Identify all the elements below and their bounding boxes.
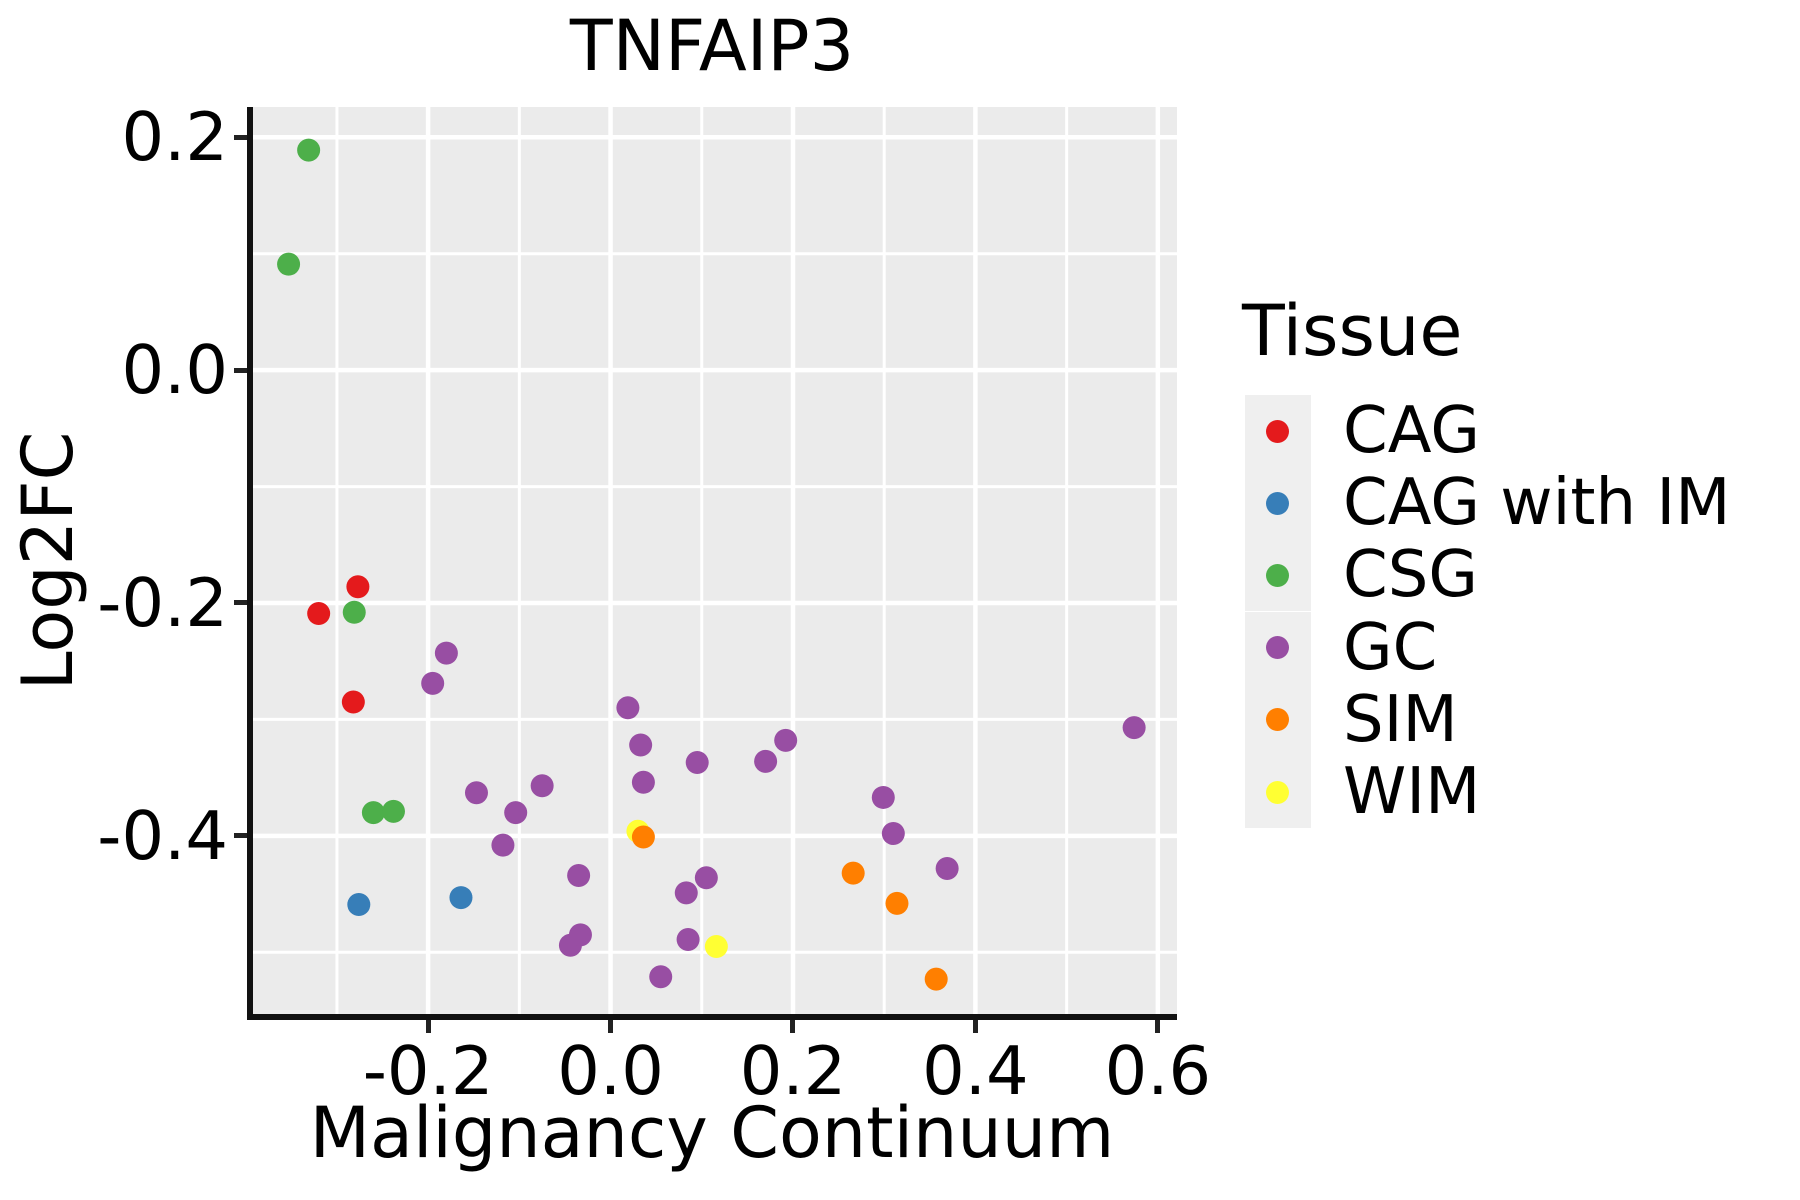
- x-tick-label--0.2: -0.2: [362, 1032, 494, 1110]
- legend-dot-GC: [1266, 636, 1289, 660]
- legend-label-CAG: CAG: [1343, 394, 1480, 468]
- point-GC: [1122, 716, 1146, 740]
- chart-title: TNFAIP3: [569, 5, 855, 87]
- legend-title: Tissue: [1242, 290, 1463, 372]
- x-tick-mark-0.6: [1155, 1020, 1161, 1033]
- legend-dot-CSG: [1266, 563, 1289, 587]
- point-GC: [674, 881, 698, 905]
- point-CAG-with-IM: [449, 886, 473, 910]
- y-tick-label-0.2: 0.2: [121, 98, 228, 177]
- legend-dot-WIM: [1266, 780, 1289, 804]
- point-CSG: [381, 799, 405, 823]
- point-GC: [935, 856, 959, 880]
- point-CSG: [342, 600, 366, 624]
- point-GC: [504, 801, 528, 825]
- x-tick-label-0.2: 0.2: [739, 1032, 847, 1110]
- y-tick-mark--0.2: [234, 600, 247, 606]
- point-GC: [491, 833, 515, 857]
- point-CAG: [341, 690, 365, 714]
- point-GC: [530, 774, 554, 798]
- x-tick-mark-0.2: [790, 1020, 796, 1033]
- point-CSG: [297, 138, 321, 162]
- plot-panel: [247, 107, 1177, 1020]
- y-tick-mark--0.4: [234, 833, 247, 839]
- point-CSG: [277, 252, 301, 276]
- point-CAG-with-IM: [347, 893, 371, 917]
- point-GC: [649, 965, 673, 989]
- point-GC: [464, 781, 488, 805]
- legend-dot-SIM: [1266, 708, 1289, 732]
- point-GC: [754, 749, 778, 773]
- point-GC: [421, 671, 445, 695]
- point-GC: [676, 927, 700, 951]
- x-tick-mark--0.2: [425, 1020, 431, 1033]
- point-CAG: [346, 575, 370, 599]
- point-GC: [694, 866, 718, 890]
- legend-label-SIM: SIM: [1343, 682, 1458, 757]
- point-GC: [567, 863, 591, 887]
- point-SIM: [885, 891, 909, 915]
- point-CAG: [307, 601, 331, 625]
- point-GC: [881, 822, 905, 846]
- x-axis-title: Malignancy Continuum: [309, 1092, 1115, 1174]
- point-GC: [434, 641, 458, 665]
- point-WIM: [704, 934, 728, 958]
- y-tick-label--0.4: -0.4: [97, 796, 228, 875]
- legend-label-CSG: CSG: [1343, 538, 1478, 613]
- point-GC: [871, 785, 895, 809]
- y-tick-label-0.0: 0.0: [121, 331, 228, 410]
- point-SIM: [631, 825, 655, 849]
- point-GC: [685, 751, 709, 775]
- point-CSG: [361, 801, 385, 825]
- point-GC: [616, 696, 640, 720]
- x-tick-label-0.6: 0.6: [1104, 1032, 1212, 1110]
- point-SIM: [841, 861, 865, 885]
- legend-dot-CAG-with-IM: [1266, 491, 1289, 515]
- x-tick-mark-0.0: [608, 1020, 614, 1033]
- legend-label-GC: GC: [1343, 610, 1438, 685]
- scatter-plot: [253, 107, 1177, 1014]
- x-tick-mark-0.4: [972, 1020, 978, 1033]
- point-SIM: [924, 967, 948, 991]
- point-GC: [568, 923, 592, 947]
- y-tick-label--0.2: -0.2: [97, 563, 228, 642]
- legend-label-CAG-with-IM: CAG with IM: [1343, 466, 1731, 541]
- y-axis-title: Log2FC: [7, 431, 89, 691]
- x-tick-label-0.0: 0.0: [557, 1032, 664, 1110]
- point-GC: [774, 728, 798, 752]
- point-GC: [629, 733, 653, 757]
- y-tick-mark-0.0: [234, 367, 247, 373]
- legend-label-WIM: WIM: [1343, 755, 1481, 829]
- y-tick-mark-0.2: [234, 134, 247, 140]
- point-GC: [631, 770, 655, 794]
- x-tick-label-0.4: 0.4: [922, 1032, 1029, 1110]
- legend-dot-CAG: [1266, 419, 1289, 443]
